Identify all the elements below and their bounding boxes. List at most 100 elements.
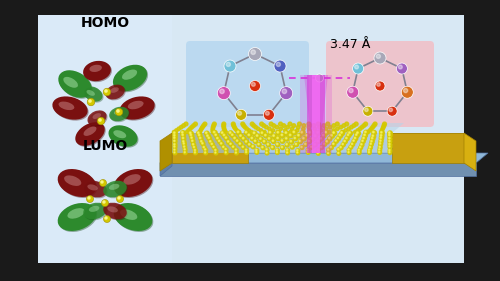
Circle shape [182,140,186,144]
Circle shape [266,152,267,153]
Circle shape [238,142,242,146]
Circle shape [282,89,286,94]
Circle shape [342,143,344,145]
Circle shape [316,139,320,144]
Circle shape [370,127,373,130]
Circle shape [272,146,273,148]
Circle shape [264,125,268,129]
Circle shape [215,152,216,153]
Circle shape [115,108,123,116]
Circle shape [360,144,362,145]
Circle shape [234,151,238,155]
Circle shape [388,142,392,147]
Circle shape [290,140,294,144]
Circle shape [322,124,326,128]
Ellipse shape [113,65,147,91]
Circle shape [308,129,311,132]
Ellipse shape [64,77,78,88]
Ellipse shape [109,184,120,190]
Circle shape [242,145,246,149]
Circle shape [372,124,376,128]
Circle shape [228,131,233,135]
Ellipse shape [88,111,108,127]
Circle shape [281,134,282,136]
Circle shape [350,125,353,129]
Circle shape [256,127,260,130]
Ellipse shape [83,61,111,81]
Circle shape [376,54,380,58]
Circle shape [220,131,225,135]
Circle shape [248,143,252,147]
Circle shape [246,151,247,153]
Circle shape [228,141,229,142]
Circle shape [264,133,268,138]
Circle shape [332,131,336,135]
Circle shape [184,122,188,126]
Circle shape [256,135,258,136]
Ellipse shape [58,170,98,198]
Circle shape [226,140,231,144]
Circle shape [332,143,334,144]
Circle shape [349,89,353,93]
Circle shape [173,151,177,155]
Circle shape [281,140,282,141]
Circle shape [260,138,261,139]
Circle shape [363,106,373,116]
Circle shape [234,137,235,139]
Circle shape [310,146,312,148]
Circle shape [336,127,339,130]
Circle shape [358,146,362,149]
Circle shape [330,134,334,138]
Ellipse shape [76,123,106,147]
Ellipse shape [114,203,152,231]
Circle shape [204,151,208,155]
Circle shape [307,151,308,153]
Circle shape [256,134,260,139]
Circle shape [252,146,254,147]
Circle shape [364,108,368,112]
Circle shape [368,151,372,155]
Circle shape [320,129,323,132]
Circle shape [306,151,310,154]
Circle shape [222,133,227,138]
Ellipse shape [86,90,95,96]
Circle shape [272,124,276,128]
Circle shape [242,124,246,128]
Circle shape [218,87,230,100]
Circle shape [253,132,254,133]
Circle shape [232,145,235,149]
Circle shape [184,146,185,147]
Ellipse shape [64,175,82,186]
Circle shape [373,122,377,126]
Circle shape [235,129,238,132]
Circle shape [370,140,374,144]
Ellipse shape [89,206,100,212]
Circle shape [380,130,382,133]
Circle shape [292,124,296,128]
Circle shape [222,146,226,149]
Circle shape [286,125,290,129]
Circle shape [276,143,278,145]
Circle shape [268,131,273,135]
Circle shape [301,146,302,148]
Circle shape [192,124,196,128]
Circle shape [348,131,352,136]
Circle shape [316,152,320,155]
Ellipse shape [103,181,127,197]
Circle shape [356,129,360,132]
Circle shape [280,139,284,143]
Circle shape [103,201,105,203]
Ellipse shape [114,170,154,198]
Circle shape [337,137,338,139]
Circle shape [194,152,196,153]
Circle shape [256,149,257,150]
Circle shape [333,132,334,133]
Circle shape [214,149,216,151]
Circle shape [250,130,253,133]
Circle shape [284,129,287,132]
Circle shape [211,143,212,144]
Circle shape [237,131,239,133]
Circle shape [180,131,186,135]
Circle shape [174,144,175,145]
Circle shape [296,152,298,153]
